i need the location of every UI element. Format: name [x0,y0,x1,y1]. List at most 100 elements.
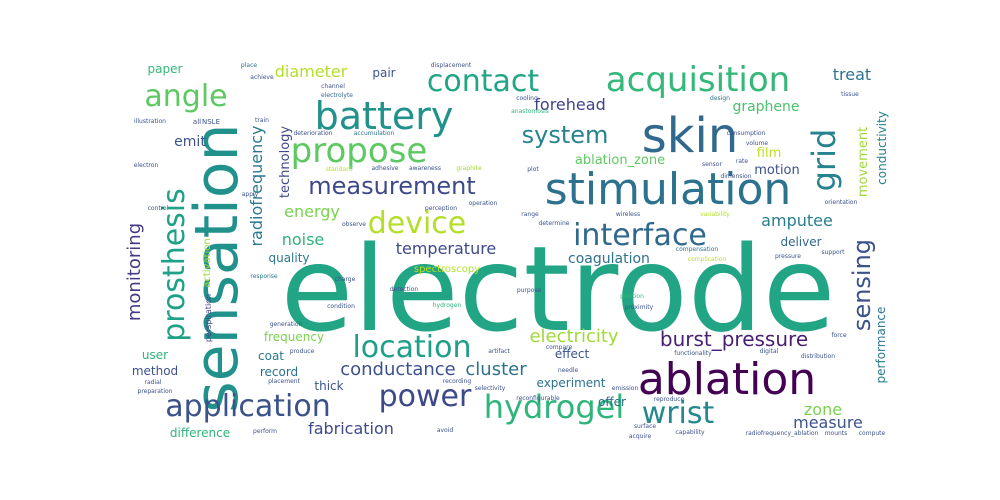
word-preparation: preparation [138,388,173,395]
word-diameter: diameter [275,62,348,81]
word-functionality: functionality [674,350,712,357]
word-frequency: frequency [264,330,324,344]
word-conductance: conductance [340,359,456,380]
word-achieve: achieve [250,74,274,81]
word-avoid: avoid [437,427,454,434]
word-effect: effect [555,347,590,361]
word-generation: generation [270,321,303,328]
word-operation: operation [469,200,498,207]
word-standard: standard [326,166,353,173]
word-coat: coat [258,349,284,363]
word-detection: detection [390,286,419,293]
word-thick: thick [314,379,343,393]
word-perform: perform [253,428,277,435]
word-digital: digital [760,348,779,355]
word-application: application [165,389,330,424]
word-channel: channel [321,83,345,90]
word-rate: rate [736,158,748,165]
word-reconfigurable: reconfigurable [516,395,560,402]
word-needle: needle [558,367,579,374]
word-adhesive: adhesive [371,165,398,172]
word-graphene: graphene [732,99,799,115]
word-force: force [831,332,846,339]
word-spectroscopy: spectroscopy [414,264,480,275]
word-train: train [255,117,269,124]
word-fabrication: fabrication [308,419,394,438]
word-response: response [250,273,278,280]
word-acquisition: acquisition [606,60,790,100]
word-user: user [142,348,168,362]
word-accumulation: accumulation [354,130,395,137]
word-distribution: distribution [801,353,835,360]
word-consumption: consumption [727,130,766,137]
word-amputee: amputee [761,211,833,230]
word-coagulation: coagulation [568,251,650,267]
word-motion: motion [754,163,800,178]
word-hydrogen: hydrogen [433,302,462,309]
word-reproduce: reproduce [654,396,685,403]
word-sensing: sensing [848,239,876,331]
word-radial: radial [145,379,162,386]
word-record: record [260,365,298,379]
word-mounts: mounts [825,430,848,437]
word-offer: offer [598,395,626,409]
word-battery: battery [315,94,454,138]
word-condition: condition [327,303,355,310]
word-perception: perception [425,205,457,212]
word-method: method [132,364,178,378]
word-electricity: electricity [529,326,618,347]
word-stimulation: stimulation [545,164,792,215]
word-emission: emission [612,385,639,392]
word-measure: measure [793,413,863,432]
word-interface: interface [573,218,707,253]
word-displacement: displacement [431,62,472,69]
word-wireless: wireless [616,211,640,218]
word-forehead: forehead [534,95,605,114]
word-experiment: experiment [537,376,606,390]
word-emit: emit [174,134,206,150]
word-film: film [757,146,781,161]
word-support: support [821,249,845,256]
word-illustration: illustration [134,118,166,125]
word-activation: activation [202,238,213,288]
word-quality: quality [268,251,309,265]
word-pair: pair [372,66,395,80]
word-noise: noise [282,230,325,249]
word-skin: skin [642,108,739,164]
word-hydrogel: hydrogel [484,388,624,426]
word-zone: zone [804,400,842,419]
word-determine: determine [539,220,570,227]
word-propose: propose [291,131,428,171]
word-radiofrequency: radiofrequency [247,125,266,246]
word-sensation: sensation [182,123,252,412]
word-electrode: electrode [281,220,836,358]
word-capability: capability [675,429,705,436]
word-angle: angle [144,79,227,114]
word-NSLE: NSLE [202,118,220,126]
word-charge: charge [335,276,356,283]
word-variability: variability [700,211,730,218]
word-proximity: proximity [625,304,654,311]
word-device: device [368,206,467,241]
word-sensor: sensor [702,161,722,168]
word-cluster: cluster [465,359,527,380]
word-ablation: ablation [638,354,816,405]
word-paper: paper [148,62,183,76]
word-electrolyte: electrolyte [321,92,353,99]
word-place: place [241,62,257,69]
word-measurement: measurement [308,172,475,200]
word-energy: energy [284,202,340,221]
word-power: power [379,379,472,414]
word-complication: complication [688,256,727,263]
word-range: range [521,211,539,218]
word-performance: performance [874,307,888,384]
word-volume: volume [746,140,769,147]
word-grid: grid [805,129,843,192]
word-produce: produce [290,348,315,355]
word-contact: contact [427,64,540,99]
word-burst_pressure: burst_pressure [660,327,808,351]
word-plot: plot [527,166,539,173]
